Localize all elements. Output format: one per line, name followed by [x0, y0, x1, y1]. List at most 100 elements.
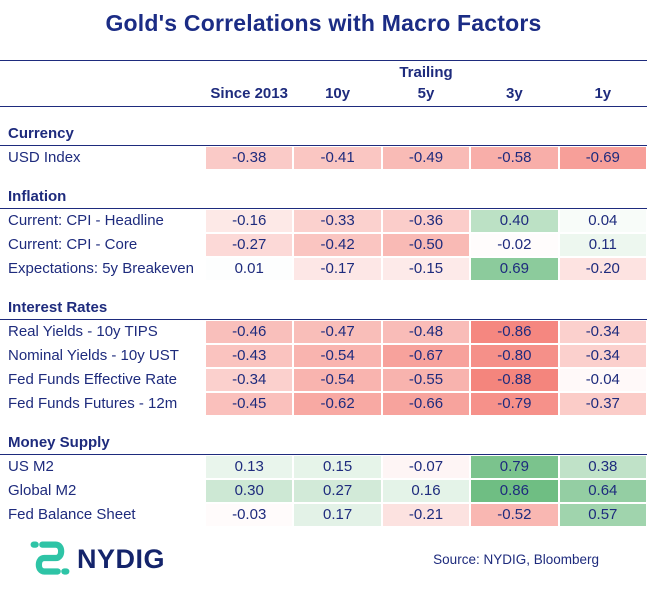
correlation-cell: -0.36 — [381, 209, 471, 233]
section-money-supply: Money Supply US M2 0.13 0.15 -0.07 0.79 0.38 Gl… — [0, 430, 647, 527]
column-header-row: Since 2013 10y 5y 3y 1y — [0, 83, 647, 106]
row-label: US M2 — [8, 458, 54, 475]
correlation-cell: -0.49 — [381, 146, 471, 170]
correlation-cell: -0.58 — [470, 146, 559, 170]
correlation-cell: 0.69 — [470, 257, 559, 281]
correlation-cell: -0.02 — [470, 233, 559, 257]
correlation-cell: -0.16 — [205, 209, 294, 233]
row-label: Global M2 — [8, 482, 77, 499]
correlation-cell: -0.62 — [293, 392, 382, 416]
row-label: Fed Balance Sheet — [8, 506, 136, 523]
correlation-cell: 0.13 — [205, 455, 294, 479]
source-text: Source: NYDIG, Bloomberg — [433, 551, 599, 567]
correlation-cell: -0.03 — [205, 503, 294, 527]
correlation-cell: 0.04 — [558, 209, 647, 233]
column-header-5y: 5y — [417, 85, 435, 102]
table-row-fed-funds-effective-rate: Fed Funds Effective Rate -0.34 -0.54 -0.55-… — [0, 368, 647, 392]
table-row-fed-funds-futures-12m: Fed Funds Futures - 12m -0.45 -0.62 -0.66 -0… — [0, 392, 647, 416]
correlation-cell: -0.69 — [558, 146, 647, 170]
correlation-cell: -0.38 — [205, 146, 294, 170]
correlation-cell: 0.79 — [470, 455, 559, 479]
correlation-cell: -0.33 — [293, 209, 382, 233]
row-label: Real Yields - 10y TIPS — [8, 323, 158, 340]
table-row-real-yields-10y-tips: Real Yields - 10y TIPS -0.46 -0.47 -0.48 -0.… — [0, 320, 647, 344]
correlation-cell: -0.88 — [470, 368, 559, 392]
section-currency: Currency USD Index -0.38 -0.41 -0.49 -0.58 -0.… — [0, 121, 647, 170]
table-row-fed-balance-sheet: Fed Balance Sheet -0.03 0.17 -0.21 -0.52 0.57 — [0, 503, 647, 527]
row-label: Fed Funds Futures - 12m — [8, 395, 178, 412]
footer: NYDIG Source: NYDIG, Bloomberg — [0, 534, 647, 584]
table-header: Trailing Since 2013 10y 5y 3y 1y — [0, 60, 647, 107]
section-inflation: Inflation Current: CPI - Headline -0.16 -0.… — [0, 184, 647, 281]
column-header-since-2013: Since 2013 — [210, 85, 288, 102]
correlation-cell: -0.55 — [381, 368, 471, 392]
column-header-10y: 10y — [325, 85, 351, 102]
correlation-cell: -0.37 — [558, 392, 647, 416]
nydig-logo: NYDIG — [28, 536, 165, 582]
correlation-table: Trailing Since 2013 10y 5y 3y 1y Currency USD… — [0, 60, 647, 527]
section-interest-rates: Interest Rates Real Yields - 10y TIPS -0.4… — [0, 295, 647, 416]
table-row-global-m2: Global M2 0.30 0.27 0.16 0.86 0.64 — [0, 479, 647, 503]
correlation-cell: 0.86 — [470, 479, 559, 503]
correlation-cell: -0.20 — [558, 257, 647, 281]
correlation-cell: -0.66 — [381, 392, 471, 416]
correlation-cell: -0.54 — [293, 344, 382, 368]
nydig-logo-text: NYDIG — [77, 543, 166, 574]
correlation-cell: -0.43 — [205, 344, 294, 368]
section-header-currency: Currency — [0, 121, 647, 146]
correlation-cell: 0.30 — [205, 479, 294, 503]
correlation-cell: 0.16 — [381, 479, 471, 503]
table-row-usd-index: USD Index -0.38 -0.41 -0.49 -0.58 -0.69 — [0, 146, 647, 170]
correlation-cell: -0.48 — [381, 320, 471, 344]
correlation-cell: 0.64 — [558, 479, 647, 503]
nydig-logo-icon — [30, 541, 70, 575]
table-row-current-cpi-headline: Current: CPI - Headline -0.16 -0.33 -0.36 0.… — [0, 209, 647, 233]
correlation-cell: -0.34 — [558, 320, 647, 344]
row-label: Nominal Yields - 10y UST — [8, 347, 179, 364]
correlation-cell: -0.45 — [205, 392, 294, 416]
correlation-cell: -0.52 — [470, 503, 559, 527]
trailing-group-label: Trailing — [399, 64, 453, 81]
correlation-cell: -0.15 — [381, 257, 471, 281]
correlation-cell: -0.47 — [293, 320, 382, 344]
section-header-money-supply: Money Supply — [0, 430, 647, 455]
correlation-cell: 0.15 — [293, 455, 382, 479]
row-label: Expectations: 5y Breakeven — [8, 260, 194, 277]
page-title: Gold's Correlations with Macro Factors — [105, 10, 542, 36]
row-label: USD Index — [8, 149, 81, 166]
correlation-cell: 0.38 — [558, 455, 647, 479]
row-label: Current: CPI - Headline — [8, 212, 164, 229]
table-row-expectations-5y-breakeven: Expectations: 5y Breakeven 0.01 -0.17 -0.15… — [0, 257, 647, 281]
correlation-cell: -0.41 — [293, 146, 382, 170]
correlation-cell: 0.11 — [558, 233, 647, 257]
row-label: Current: CPI - Core — [8, 236, 138, 253]
correlation-cell: 0.17 — [293, 503, 382, 527]
column-header-3y: 3y — [506, 85, 523, 102]
table-row-current-cpi-core: Current: CPI - Core -0.27 -0.42 -0.50 -0.02 0… — [0, 233, 647, 257]
correlation-cell: -0.79 — [470, 392, 559, 416]
table-row-nominal-yields-10y-ust: Nominal Yields - 10y UST -0.43 -0.54 -0.67-… — [0, 344, 647, 368]
table-row-us-m2: US M2 0.13 0.15 -0.07 0.79 0.38 — [0, 455, 647, 479]
correlation-cell: -0.42 — [293, 233, 382, 257]
column-header-1y: 1y — [594, 85, 612, 102]
correlation-cell: -0.21 — [381, 503, 471, 527]
correlation-cell: -0.54 — [293, 368, 382, 392]
correlation-cell: -0.86 — [470, 320, 559, 344]
section-header-interest-rates: Interest Rates — [0, 295, 647, 320]
correlation-cell: -0.67 — [381, 344, 471, 368]
correlation-cell: -0.17 — [293, 257, 382, 281]
correlation-cell: -0.04 — [558, 368, 647, 392]
correlation-cell: -0.80 — [470, 344, 559, 368]
correlation-cell: 0.01 — [205, 257, 294, 281]
correlation-cell: 0.40 — [470, 209, 559, 233]
section-header-inflation: Inflation — [0, 184, 647, 209]
correlation-cell: -0.27 — [205, 233, 294, 257]
correlation-cell: -0.34 — [558, 344, 647, 368]
correlation-cell: 0.27 — [293, 479, 382, 503]
correlation-cell: -0.46 — [205, 320, 294, 344]
correlation-table-body: Currency USD Index -0.38 -0.41 -0.49 -0.58 -0.… — [0, 121, 647, 527]
correlation-cell: -0.34 — [205, 368, 294, 392]
correlation-cell: -0.50 — [381, 233, 471, 257]
row-label: Fed Funds Effective Rate — [8, 371, 177, 388]
correlation-cell: -0.07 — [381, 455, 471, 479]
